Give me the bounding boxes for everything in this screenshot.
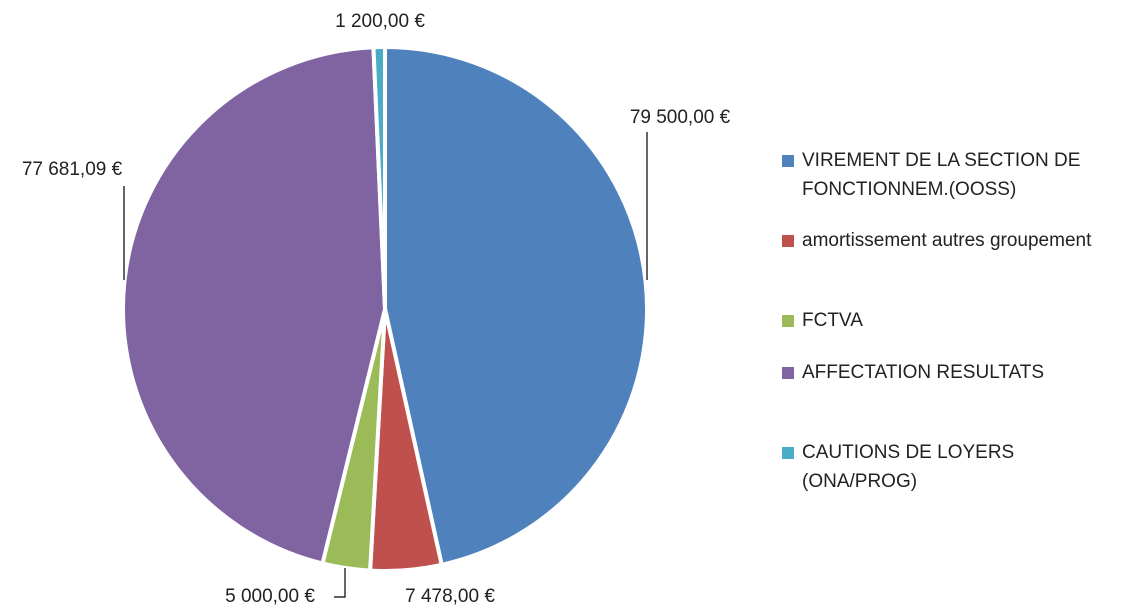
pie-slice	[121, 45, 388, 566]
legend-label: FCTVA	[802, 310, 863, 331]
legend-label: amortissement autres groupement	[802, 230, 1092, 251]
data-label: 77 681,09 €	[22, 159, 123, 180]
pie-slice	[371, 44, 387, 310]
legend-label: CAUTIONS DE LOYERS (ONA/PROG)	[802, 442, 1015, 492]
legend-swatch	[782, 367, 794, 379]
legend-item: CAUTIONS DE LOYERS (ONA/PROG)	[782, 438, 1112, 496]
leader-line	[334, 568, 346, 598]
legend-label: AFFECTATION RESULTATS	[802, 362, 1045, 383]
legend-swatch	[782, 447, 794, 459]
legend-swatch	[782, 235, 794, 247]
legend-swatch	[782, 315, 794, 327]
legend-item: VIREMENT DE LA SECTION DE FONCTIONNEM.(O…	[782, 146, 1112, 204]
legend-swatch	[782, 155, 794, 167]
data-label: 7 478,00 €	[405, 586, 495, 607]
legend-item: amortissement autres groupement	[782, 226, 1112, 255]
legend-item: FCTVA	[782, 306, 1112, 335]
legend-item: AFFECTATION RESULTATS	[782, 358, 1112, 387]
data-label: 79 500,00 €	[630, 107, 731, 128]
data-label: 5 000,00 €	[225, 586, 315, 607]
data-label: 1 200,00 €	[335, 11, 425, 32]
pie-slice	[383, 44, 649, 568]
legend-label: VIREMENT DE LA SECTION DE FONCTIONNEM.(O…	[802, 150, 1081, 200]
